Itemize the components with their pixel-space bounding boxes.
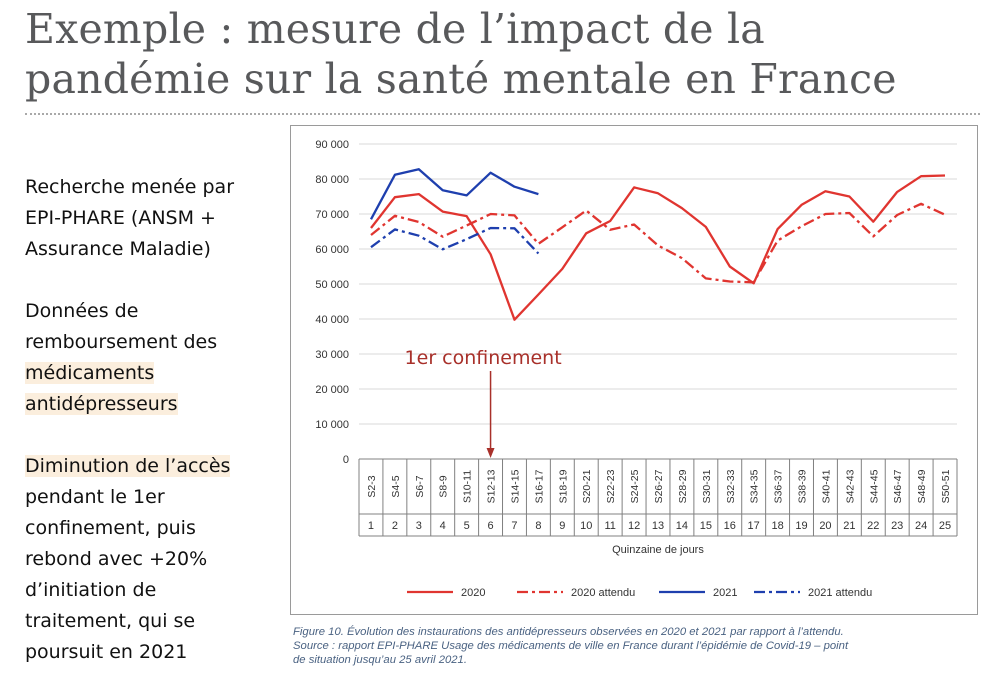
research-line-2: EPI-PHARE (ANSM + xyxy=(25,207,216,229)
x-index-label: 6 xyxy=(487,520,493,532)
x-index-label: 2 xyxy=(392,520,398,532)
x-index-label: 20 xyxy=(819,520,831,532)
y-tick-label: 40 000 xyxy=(315,314,349,326)
x-tick-label: S8-9 xyxy=(438,475,450,497)
x-index-label: 16 xyxy=(724,520,736,532)
caption-line-3: de situation jusqu’au 25 avril 2021. xyxy=(293,654,467,666)
finding-line-3: rebond avec +20% xyxy=(25,548,208,570)
x-tick-label: S38-39 xyxy=(797,469,809,503)
annotation-arrow-head xyxy=(486,448,495,458)
x-index-label: 23 xyxy=(891,520,903,532)
highlight-diminution: Diminution de l’accès xyxy=(25,455,231,477)
caption-line-1: Figure 10. Évolution des instaurations d… xyxy=(293,626,844,638)
x-index-label: 14 xyxy=(676,520,688,532)
slide-title-line-1: Exemple : mesure de l’impact de la xyxy=(25,5,765,53)
x-index-label: 12 xyxy=(628,520,640,532)
legend-label: 2021 xyxy=(713,587,737,599)
x-tick-label: S18-19 xyxy=(557,469,569,503)
x-tick-label: S22-23 xyxy=(605,469,617,503)
x-tick-label: S14-15 xyxy=(509,469,521,503)
x-tick-label: S48-49 xyxy=(916,469,928,503)
data-line-2: remboursement des xyxy=(25,331,218,353)
x-index-label: 8 xyxy=(535,520,541,532)
line-chart: 0 10 000 20 000 30 000 40 000 50 000 60 000 70 … xyxy=(315,139,958,599)
x-tick-label: S16-17 xyxy=(533,469,545,503)
data-line-1: Données de xyxy=(25,300,139,322)
x-tick-label: S6-7 xyxy=(414,475,426,497)
finding-line-1: pendant le 1er xyxy=(25,486,165,508)
y-tick-label: 30 000 xyxy=(315,349,349,361)
x-axis-title: Quinzaine de jours xyxy=(612,544,704,556)
x-index-label: 4 xyxy=(440,520,446,532)
x-index-label: 11 xyxy=(604,520,615,532)
x-index-label: 19 xyxy=(795,520,807,532)
x-tick-label: S20-21 xyxy=(581,469,593,503)
y-tick-label: 70 000 xyxy=(315,209,349,221)
series-line-2021-attendu xyxy=(370,226,540,255)
research-line-1: Recherche menée par xyxy=(25,176,234,198)
y-tick-label: 50 000 xyxy=(315,279,349,291)
y-tick-label: 80 000 xyxy=(315,174,349,186)
y-tick-label: 60 000 xyxy=(315,244,349,256)
x-index-label: 9 xyxy=(559,520,565,532)
left-text-panel: Recherche menée par EPI-PHARE (ANSM + As… xyxy=(25,172,275,668)
x-index-label: 10 xyxy=(580,520,592,532)
series-line-2020 xyxy=(370,174,946,321)
x-index-label: 1 xyxy=(368,520,374,532)
x-index-label: 24 xyxy=(915,520,927,532)
x-tick-label: S2-3 xyxy=(366,475,378,497)
y-tick-label: 0 xyxy=(343,454,349,466)
x-tick-label: S36-37 xyxy=(773,469,785,503)
slide-title-line-2: pandémie sur la santé mentale en France xyxy=(25,55,897,103)
x-tick-label: S12-13 xyxy=(486,469,498,503)
x-index-label: 5 xyxy=(464,520,470,532)
figure-caption: Figure 10. Évolution des instaurations d… xyxy=(293,625,988,667)
finding-line-2: confinement, puis xyxy=(25,517,196,539)
x-index-label: 3 xyxy=(416,520,422,532)
x-tick-label: S34-35 xyxy=(749,469,761,503)
highlight-medicaments: médicaments xyxy=(25,362,155,384)
x-tick-label: S46-47 xyxy=(892,469,904,503)
slide-title: Exemple : mesure de l’impact de la pandé… xyxy=(25,4,985,104)
y-tick-label: 20 000 xyxy=(315,384,349,396)
finding-line-6: poursuit en 2021 xyxy=(25,641,188,663)
legend-label: 2021 attendu xyxy=(808,587,872,599)
highlight-antidepresseurs: antidépresseurs xyxy=(25,393,178,415)
chart-container: 0 10 000 20 000 30 000 40 000 50 000 60 000 70 … xyxy=(290,125,978,615)
x-tick-label: S28-29 xyxy=(677,469,689,503)
series-line-2021 xyxy=(369,168,539,220)
x-tick-label: S32-33 xyxy=(725,469,737,503)
legend-label: 2020 xyxy=(461,587,485,599)
x-tick-label: S50-51 xyxy=(940,469,952,503)
x-tick-label: S40-41 xyxy=(820,469,832,503)
x-tick-label: S30-31 xyxy=(701,469,713,503)
title-divider xyxy=(25,113,980,115)
y-tick-label: 10 000 xyxy=(315,419,349,431)
legend-label: 2020 attendu xyxy=(571,587,635,599)
finding-line-4: d’initiation de xyxy=(25,579,157,601)
caption-line-2: Source : rapport EPI-PHARE Usage des méd… xyxy=(293,640,849,652)
x-index-label: 25 xyxy=(939,520,951,532)
x-tick-label: S4-5 xyxy=(390,475,402,497)
series-line-2020-attendu xyxy=(370,202,946,284)
x-tick-label: S24-25 xyxy=(629,469,641,503)
x-tick-label: S10-11 xyxy=(462,470,474,503)
x-index-label: 13 xyxy=(652,520,664,532)
x-index-label: 22 xyxy=(867,520,879,532)
research-line-3: Assurance Maladie) xyxy=(25,238,211,260)
finding-line-5: traitement, qui se xyxy=(25,610,196,632)
x-index-label: 7 xyxy=(511,520,517,532)
x-index-label: 21 xyxy=(843,520,855,532)
x-tick-label: S44-45 xyxy=(868,469,880,503)
x-index-label: 17 xyxy=(748,520,760,532)
x-tick-label: S42-43 xyxy=(844,469,856,503)
x-tick-label: S26-27 xyxy=(653,469,665,503)
y-tick-label: 90 000 xyxy=(315,139,349,151)
x-index-label: 18 xyxy=(771,520,783,532)
annotation-label: 1er confinement xyxy=(405,347,562,369)
x-index-label: 15 xyxy=(700,520,712,532)
